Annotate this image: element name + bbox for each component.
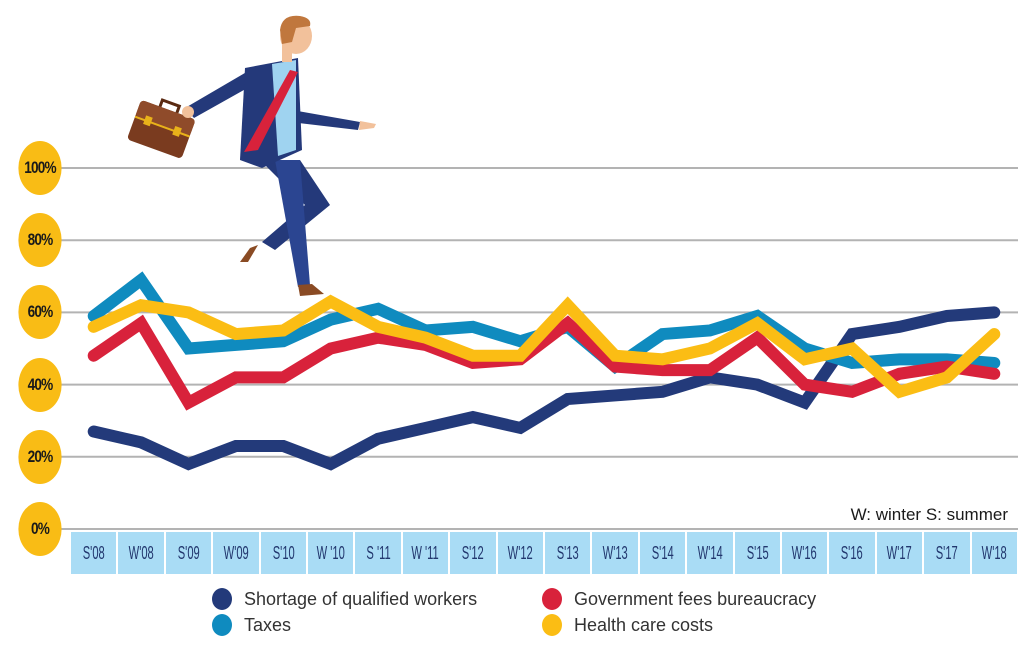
legend-dot-icon xyxy=(212,588,232,610)
series-line xyxy=(87,294,1001,399)
series-line xyxy=(87,314,1001,411)
x-tick-label: S'10 xyxy=(260,532,306,574)
x-tick-label: S'13 xyxy=(545,532,591,574)
x-tick-label: W'08 xyxy=(118,532,164,574)
legend-item-shortage: Shortage of qualified workers xyxy=(212,588,542,610)
legend-dot-icon xyxy=(542,614,562,636)
legend-dot-icon xyxy=(542,588,562,610)
x-tick-label: W'16 xyxy=(782,532,828,574)
x-tick-label: W '10 xyxy=(308,532,354,574)
data-lines xyxy=(87,271,1001,471)
x-tick-label: W'13 xyxy=(592,532,638,574)
y-tick-label: 60% xyxy=(18,285,62,340)
x-tick-label: S '11 xyxy=(355,532,401,574)
legend-label: Health care costs xyxy=(574,614,714,635)
y-tick-label: 0% xyxy=(18,502,62,556)
x-tick-label: W'09 xyxy=(213,532,259,574)
businessman-illustration xyxy=(127,15,376,296)
legend: Shortage of qualified workers Government… xyxy=(212,588,872,636)
x-tick-label: W'18 xyxy=(971,532,1017,574)
legend-label: Government fees bureaucracy xyxy=(574,588,817,609)
x-tick-label: W'12 xyxy=(497,532,543,574)
x-tick-label: S'09 xyxy=(165,532,212,574)
y-tick-label: 20% xyxy=(18,429,62,484)
x-tick-label: W '11 xyxy=(402,532,449,574)
season-note: W: winter S: summer xyxy=(850,505,1008,524)
x-tick-label: S'16 xyxy=(829,532,875,574)
legend-label: Shortage of qualified workers xyxy=(244,588,478,609)
y-tick-label: 40% xyxy=(18,357,62,412)
x-tick-label: S'14 xyxy=(639,532,686,574)
x-tick-label: W'17 xyxy=(876,532,923,574)
legend-item-taxes: Taxes xyxy=(212,614,542,636)
legend-item-government: Government fees bureaucracy xyxy=(542,588,872,610)
x-tick-label: S'15 xyxy=(734,532,780,574)
x-tick-label: W'14 xyxy=(687,532,733,574)
y-tick-label: 80% xyxy=(18,213,62,268)
legend-item-health: Health care costs xyxy=(542,614,872,636)
x-tick-label: S'08 xyxy=(71,532,117,574)
y-tick-label: 100% xyxy=(18,141,62,195)
x-tick-label: S'17 xyxy=(924,532,970,574)
legend-dot-icon xyxy=(212,614,232,636)
legend-label: Taxes xyxy=(244,614,292,635)
x-tick-label: S'12 xyxy=(450,532,496,574)
